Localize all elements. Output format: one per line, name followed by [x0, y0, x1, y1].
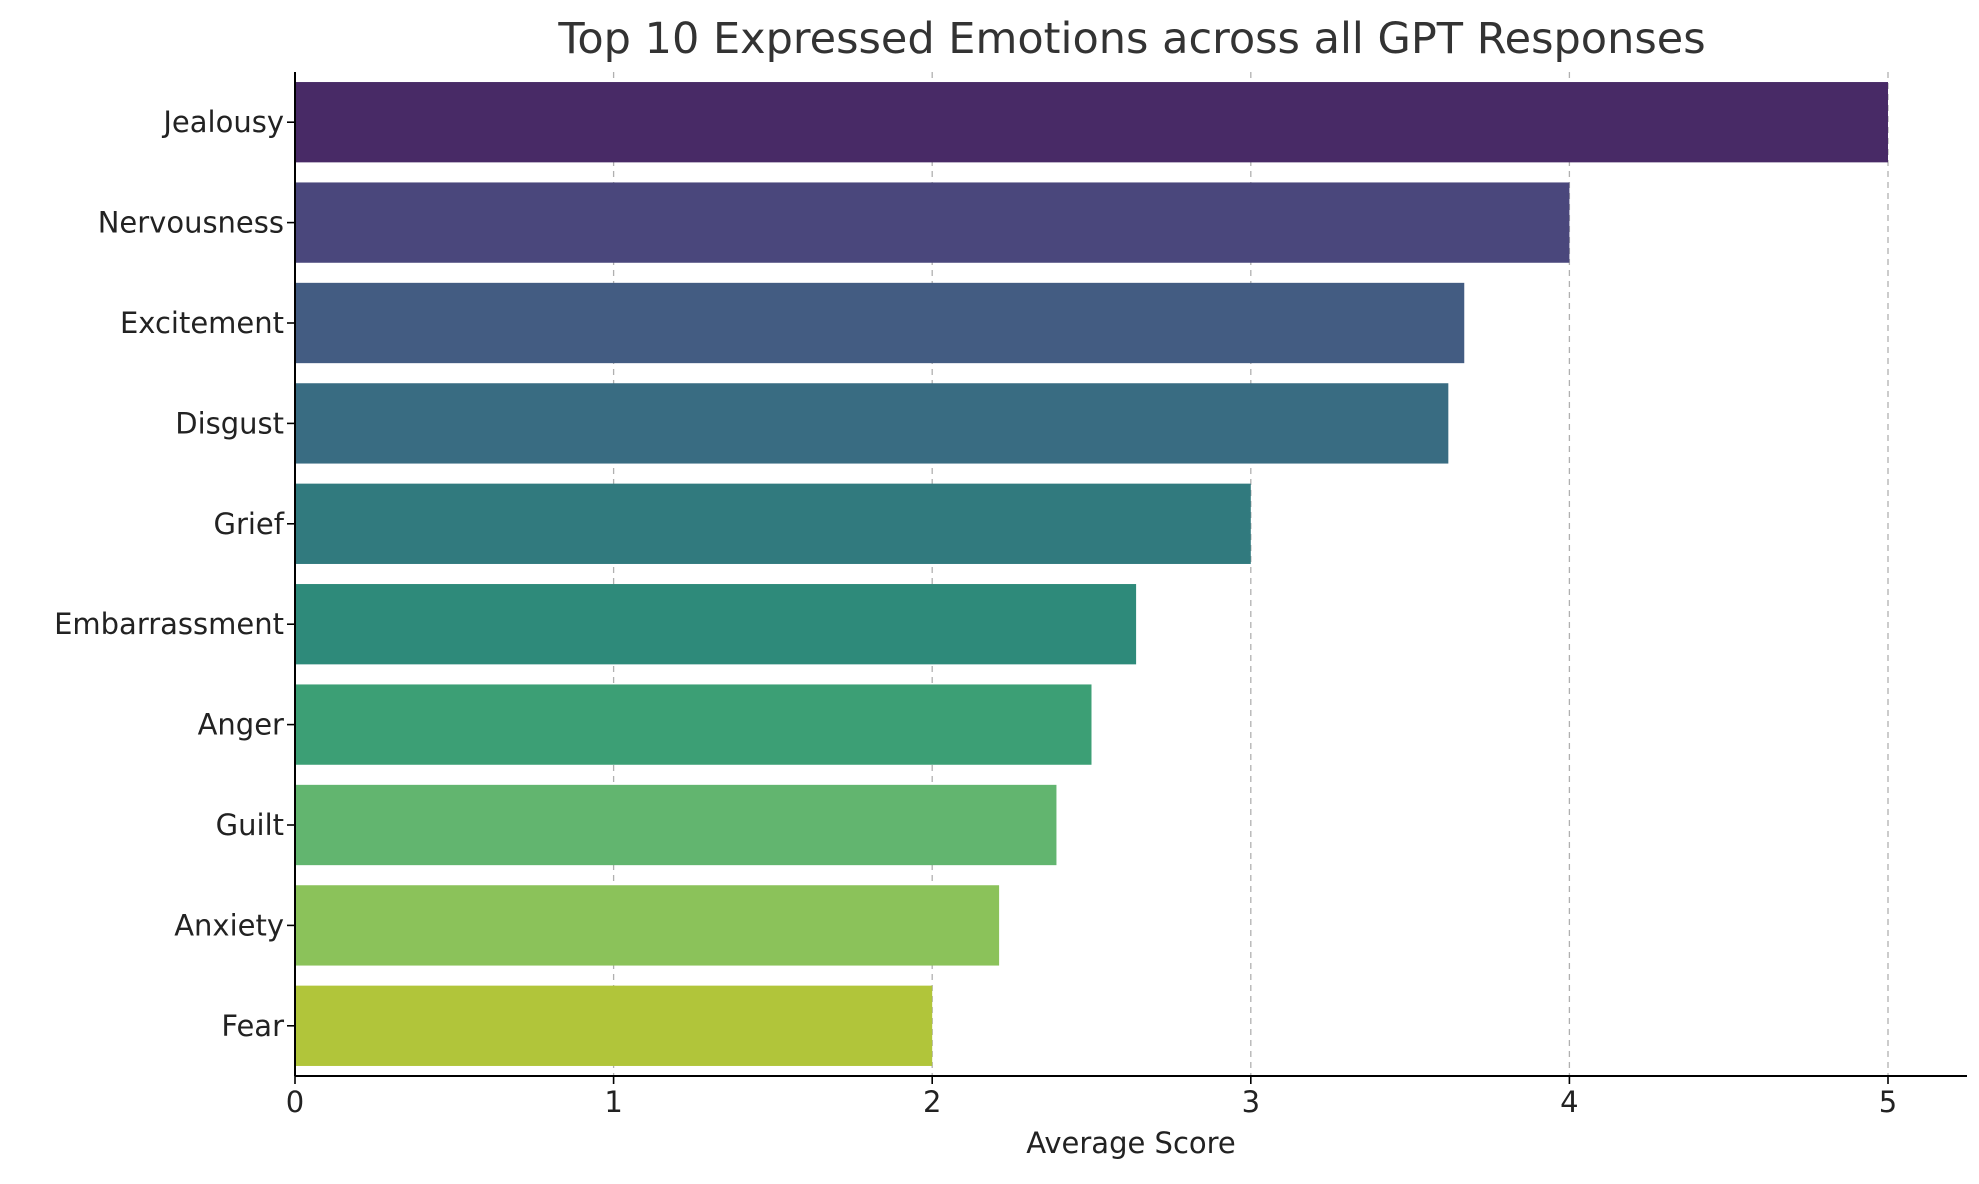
bar-anxiety — [295, 885, 1000, 966]
bar-guilt — [295, 784, 1057, 866]
bar-disgust — [295, 383, 1449, 464]
bar-nervousness — [295, 182, 1570, 263]
y-tick-label: Embarrassment — [54, 607, 284, 641]
x-tick-label: 5 — [1879, 1085, 1897, 1119]
y-tick-label: Jealousy — [161, 105, 284, 139]
bar-fear — [295, 985, 933, 1066]
x-tick-label: 2 — [923, 1085, 941, 1119]
y-tick-label: Nervousness — [98, 206, 284, 240]
x-tick-label: 4 — [1560, 1085, 1578, 1119]
bars — [295, 82, 1888, 1066]
y-tick-label: Fear — [221, 1009, 284, 1043]
bar-jealousy — [295, 82, 1888, 163]
bar-excitement — [295, 282, 1465, 364]
axes — [287, 72, 1967, 1084]
y-tick-label: Anxiety — [174, 908, 284, 942]
x-tick-label: 1 — [604, 1085, 622, 1119]
bar-grief — [295, 483, 1251, 564]
chart-title: Top 10 Expressed Emotions across all GPT… — [558, 14, 1706, 64]
y-tick-label: Excitement — [120, 306, 284, 340]
x-axis-label: Average Score — [1026, 1126, 1236, 1160]
x-tick-label: 3 — [1242, 1085, 1260, 1119]
tick-labels: Jealousy Nervousness Excitement Disgust Grie… — [54, 105, 1897, 1119]
y-tick-label: Grief — [213, 507, 284, 541]
bar-anger — [295, 684, 1092, 765]
bar-embarrassment — [295, 584, 1137, 665]
x-tick-label: 0 — [286, 1085, 304, 1119]
y-tick-label: Disgust — [175, 406, 284, 440]
y-tick-label: Guilt — [216, 808, 284, 842]
y-tick-label: Anger — [198, 708, 284, 742]
